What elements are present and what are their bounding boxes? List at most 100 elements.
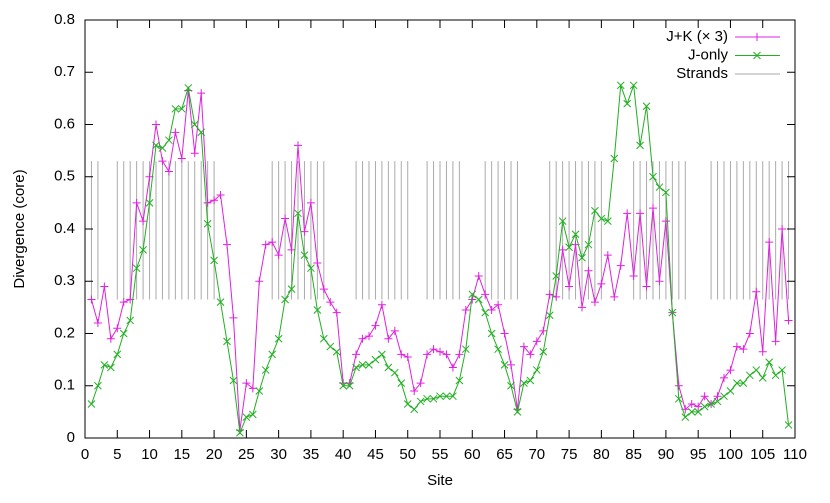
point <box>119 298 128 307</box>
point <box>526 376 535 385</box>
point <box>300 251 309 259</box>
point <box>610 292 619 301</box>
point <box>132 264 141 273</box>
point <box>255 387 264 395</box>
point <box>539 326 548 335</box>
point <box>584 240 593 249</box>
point <box>248 410 257 419</box>
point <box>268 238 277 247</box>
point <box>474 295 483 304</box>
point <box>365 360 373 369</box>
point <box>758 347 767 356</box>
point <box>520 379 528 387</box>
point <box>662 188 670 197</box>
point <box>378 350 386 359</box>
point <box>390 368 399 377</box>
point <box>558 217 567 226</box>
point <box>423 350 432 359</box>
y-tick-label: 0.7 <box>54 63 75 80</box>
point <box>649 204 657 213</box>
point <box>248 384 257 393</box>
point <box>261 240 270 249</box>
y-tick-label: 0.4 <box>54 220 75 237</box>
point <box>255 277 264 286</box>
point <box>436 347 444 356</box>
x-tick-label: 10 <box>141 446 158 463</box>
point <box>345 381 354 390</box>
point <box>461 305 470 314</box>
legend-label: J+K (× 3) <box>666 28 728 45</box>
point <box>539 347 548 356</box>
point <box>726 366 735 375</box>
point <box>532 366 541 374</box>
point <box>784 421 793 429</box>
x-tick-label: 25 <box>238 446 255 463</box>
point <box>274 251 283 260</box>
point <box>590 298 599 307</box>
point <box>371 355 380 364</box>
point <box>332 308 341 317</box>
point <box>461 345 470 354</box>
point <box>636 209 645 218</box>
point <box>565 243 573 252</box>
point <box>94 381 102 390</box>
point <box>681 413 690 421</box>
point <box>203 198 212 207</box>
x-tick-label: 60 <box>464 446 481 463</box>
point <box>152 141 160 150</box>
point <box>713 392 722 401</box>
point <box>158 144 167 152</box>
x-tick-label: 80 <box>593 446 610 463</box>
x-tick-label: 85 <box>625 446 642 463</box>
point <box>455 350 464 359</box>
point <box>752 366 761 374</box>
point <box>313 258 322 267</box>
point <box>352 363 360 372</box>
point <box>545 311 554 320</box>
point <box>306 198 315 207</box>
point <box>629 272 638 281</box>
point <box>300 227 309 236</box>
point <box>119 329 128 338</box>
point <box>268 350 277 359</box>
point <box>190 149 199 158</box>
point <box>720 392 728 401</box>
point <box>294 141 302 150</box>
point <box>597 214 606 223</box>
point <box>152 120 160 129</box>
point <box>113 350 122 359</box>
point <box>229 376 238 385</box>
point <box>358 360 367 369</box>
point <box>158 157 167 166</box>
point <box>287 285 296 293</box>
point <box>752 287 761 296</box>
point <box>584 266 593 275</box>
point <box>733 379 741 387</box>
point <box>429 345 438 354</box>
x-tick-label: 90 <box>658 446 675 463</box>
point <box>603 251 612 260</box>
x-tick-label: 105 <box>750 446 775 463</box>
point <box>713 397 722 406</box>
point <box>500 360 509 369</box>
point <box>745 329 754 338</box>
y-tick-label: 0 <box>67 429 75 446</box>
point <box>319 334 328 343</box>
x-tick-label: 20 <box>206 446 223 463</box>
x-tick-label: 30 <box>270 446 287 463</box>
point <box>113 324 122 333</box>
point <box>177 154 186 163</box>
x-tick-label: 50 <box>399 446 416 463</box>
point <box>674 381 683 390</box>
point <box>487 329 496 338</box>
point <box>223 337 231 346</box>
point <box>164 167 173 176</box>
point <box>326 298 335 307</box>
y-tick-label: 0.1 <box>54 377 75 394</box>
point <box>771 337 780 346</box>
y-tick-label: 0.2 <box>54 324 75 341</box>
point <box>603 217 612 226</box>
point <box>210 196 219 205</box>
point <box>197 89 206 98</box>
point <box>87 295 96 304</box>
